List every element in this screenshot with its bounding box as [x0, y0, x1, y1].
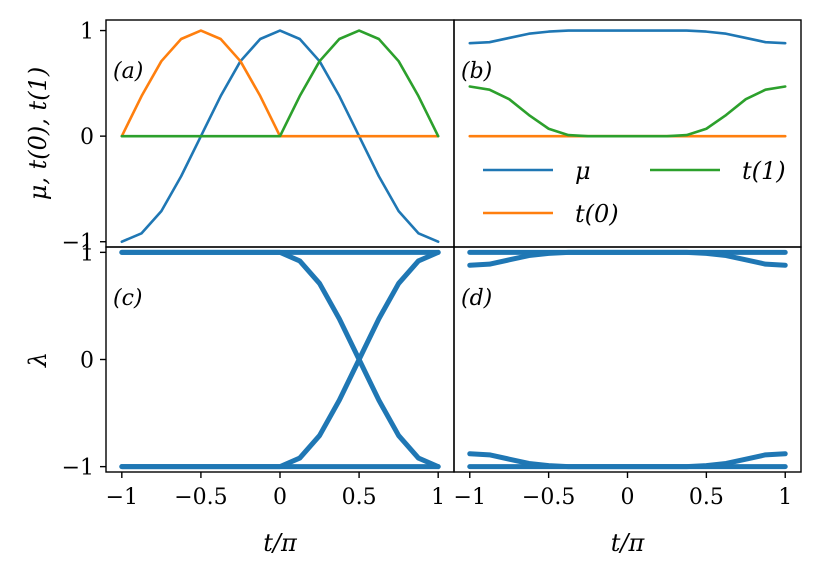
yaxis-label-a: μ, t(0), t(1) — [24, 67, 52, 200]
panel-label-b: (b) — [461, 59, 492, 84]
panel-label-a: (a) — [113, 59, 143, 84]
plot-area — [119, 29, 788, 470]
xaxis-label-c: t/π — [263, 529, 298, 557]
xaxis-label-d: t/π — [611, 529, 646, 557]
xtick-label-d-1: −0.5 — [522, 485, 575, 510]
xtick-label-d-3: 0.5 — [689, 485, 724, 510]
xtick-label-c-0: −1 — [106, 485, 138, 510]
series-line-d-s3 — [467, 451, 788, 470]
series-line-a-t0 — [120, 29, 440, 138]
xtick-label-d-0: −1 — [454, 485, 486, 510]
series-line-c-s3 — [119, 249, 441, 470]
ytick-label-a-0: −1 — [62, 231, 94, 256]
ytick-label-c-1: 0 — [80, 349, 94, 374]
series-line-b-s0 — [468, 29, 787, 45]
xtick-label-c-3: 0.5 — [342, 485, 377, 510]
panel-label-d: (d) — [461, 286, 492, 311]
series-line-d-s2 — [467, 249, 788, 268]
series-line-c-s2 — [119, 249, 441, 470]
ytick-label-c-0: −1 — [62, 456, 94, 481]
legend-label-1: t(1) — [742, 157, 786, 185]
axes-frame-d — [453, 246, 802, 473]
ytick-label-c-2: 1 — [80, 241, 94, 266]
yaxis-label-c: λ — [24, 352, 52, 368]
panel-label-c: (c) — [113, 286, 143, 311]
legend: μ t(1) t(0) — [483, 157, 786, 228]
ytick-label-a-2: 1 — [80, 20, 94, 45]
xtick-label-c-1: −0.5 — [174, 485, 227, 510]
series-line-b-t1 — [468, 85, 787, 138]
axis-ticks — [100, 29, 786, 478]
xtick-label-c-2: 0 — [273, 485, 287, 510]
xtick-label-d-2: 0 — [621, 485, 635, 510]
xtick-label-d-4: 1 — [778, 485, 792, 510]
axes-frames — [105, 19, 802, 473]
xtick-label-c-4: 1 — [431, 485, 445, 510]
legend-label-0: μ — [575, 157, 591, 185]
series-line-a-t1 — [120, 29, 440, 138]
series-line-a-s0 — [120, 29, 440, 244]
legend-label-2: t(0) — [575, 200, 619, 228]
ytick-label-a-1: 0 — [80, 125, 94, 150]
